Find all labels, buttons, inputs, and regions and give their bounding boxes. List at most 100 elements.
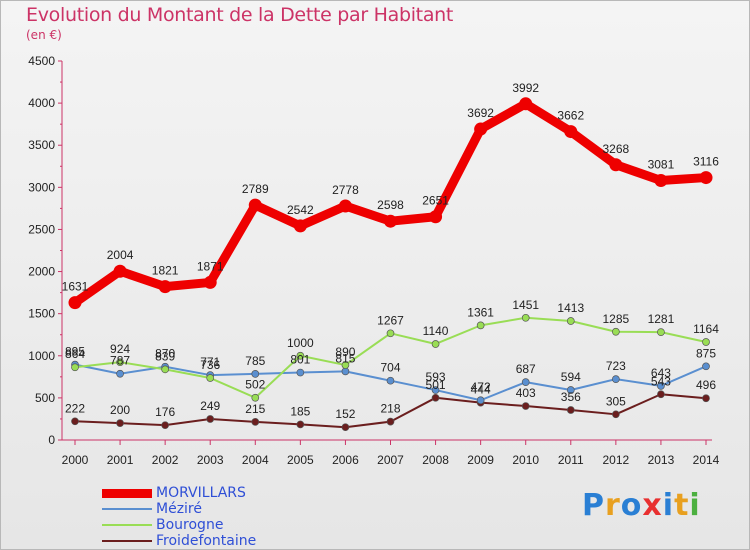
data-point xyxy=(702,338,710,346)
data-point xyxy=(206,415,215,423)
x-tick-label: 2003 xyxy=(197,453,224,467)
chart-title: Evolution du Montant de la Dette par Hab… xyxy=(26,4,454,26)
data-point xyxy=(341,423,350,432)
data-point xyxy=(68,296,82,310)
data-label: 2789 xyxy=(242,182,269,196)
data-label: 1361 xyxy=(467,305,494,319)
data-label: 787 xyxy=(110,354,130,368)
data-point xyxy=(521,313,530,322)
data-label: 3268 xyxy=(603,142,630,156)
x-tick-label: 2009 xyxy=(467,453,494,467)
data-label: 215 xyxy=(245,402,265,416)
data-point xyxy=(158,280,172,294)
x-tick-label: 2011 xyxy=(558,453,584,467)
data-label: 895 xyxy=(65,345,85,359)
data-label: 3992 xyxy=(512,81,539,95)
data-label: 1285 xyxy=(603,312,630,326)
data-label: 2598 xyxy=(377,198,404,212)
y-tick-label: 500 xyxy=(35,391,55,405)
data-point xyxy=(293,219,307,233)
data-label: 875 xyxy=(696,346,716,360)
data-point xyxy=(702,394,710,403)
data-point xyxy=(476,396,485,405)
data-label: 200 xyxy=(110,403,130,417)
y-tick-label: 4000 xyxy=(28,96,55,110)
data-label: 305 xyxy=(606,394,626,408)
data-label: 870 xyxy=(155,347,175,361)
x-tick-label: 2006 xyxy=(332,453,359,467)
data-point xyxy=(248,198,262,212)
data-point xyxy=(71,417,79,426)
data-point xyxy=(654,174,668,188)
data-label: 1164 xyxy=(693,322,719,336)
data-point xyxy=(386,417,395,426)
data-point xyxy=(612,410,620,419)
data-point xyxy=(386,376,395,385)
data-point xyxy=(296,420,305,429)
x-tick-label: 2012 xyxy=(603,453,630,467)
data-point xyxy=(386,329,395,338)
legend-swatch xyxy=(102,524,152,526)
data-label: 2778 xyxy=(332,183,359,197)
data-point xyxy=(521,402,530,410)
legend-label: Froidefontaine xyxy=(156,533,257,549)
x-tick-label: 2005 xyxy=(287,453,314,467)
data-label: 801 xyxy=(290,353,310,367)
data-label: 864 xyxy=(65,347,85,361)
data-label: 2651 xyxy=(422,194,449,208)
data-point xyxy=(251,393,260,402)
data-point xyxy=(657,328,665,336)
data-label: 1871 xyxy=(197,259,224,273)
data-label: 2542 xyxy=(287,203,314,217)
data-point xyxy=(564,125,578,139)
data-point xyxy=(429,210,443,224)
data-label: 736 xyxy=(200,358,220,372)
data-label: 771 xyxy=(200,355,220,369)
data-point xyxy=(476,321,485,330)
data-point xyxy=(519,97,533,111)
legend-label: Bourogne xyxy=(156,517,224,533)
x-tick-label: 2014 xyxy=(693,453,720,467)
data-label: 1140 xyxy=(423,324,449,338)
x-tick-label: 2013 xyxy=(648,453,675,467)
data-point xyxy=(566,406,575,414)
y-tick-label: 1500 xyxy=(28,307,55,321)
data-label: 496 xyxy=(696,378,716,392)
data-point xyxy=(431,393,440,402)
data-label: 924 xyxy=(110,342,130,356)
data-point xyxy=(206,374,215,382)
data-point xyxy=(699,171,713,185)
data-label: 839 xyxy=(155,349,175,363)
data-label: 1631 xyxy=(62,280,89,294)
data-point xyxy=(521,378,530,386)
legend-swatch xyxy=(102,540,152,542)
y-tick-label: 4500 xyxy=(28,54,55,68)
y-tick-label: 1000 xyxy=(28,349,55,363)
legend-label: Méziré xyxy=(156,501,202,517)
data-label: 815 xyxy=(335,351,355,365)
data-label: 543 xyxy=(651,374,671,388)
data-point xyxy=(384,214,397,228)
data-label: 472 xyxy=(471,380,491,394)
data-point xyxy=(341,367,350,376)
legend-swatch xyxy=(102,488,152,498)
legend-label: MORVILLARS xyxy=(156,485,246,501)
data-point xyxy=(566,317,575,325)
x-tick-label: 2008 xyxy=(422,453,449,467)
legend-swatch xyxy=(102,508,152,510)
data-label: 444 xyxy=(471,383,491,397)
x-tick-label: 2007 xyxy=(377,453,404,467)
data-label: 1281 xyxy=(648,312,675,326)
data-point xyxy=(612,375,620,383)
data-label: 501 xyxy=(426,378,446,392)
y-tick-label: 2000 xyxy=(28,265,55,279)
proxiti-logo: Proxiti xyxy=(582,488,701,523)
data-label: 594 xyxy=(561,370,581,384)
data-point xyxy=(296,368,305,377)
data-point xyxy=(657,390,665,399)
data-label: 185 xyxy=(290,404,310,418)
data-point xyxy=(431,340,440,348)
data-point xyxy=(161,421,169,430)
data-label: 356 xyxy=(561,390,581,404)
